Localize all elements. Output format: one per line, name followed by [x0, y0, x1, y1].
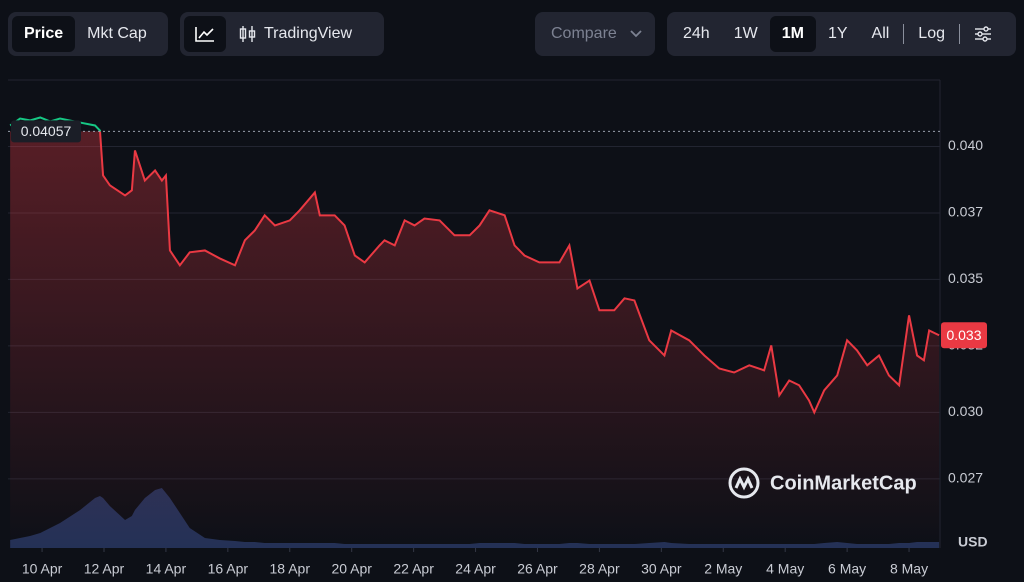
- candle-icon: [239, 26, 256, 42]
- price-area: [10, 131, 940, 548]
- x-tick-label: 6 May: [828, 561, 866, 577]
- range-button[interactable]: 1W: [733, 25, 758, 42]
- settings-button[interactable]: [962, 16, 1004, 52]
- currency-label: USD: [958, 534, 988, 550]
- price-button[interactable]: Price: [12, 16, 76, 52]
- watermark: CoinMarketCap: [728, 467, 917, 499]
- x-tick-label: 10 Apr: [22, 561, 63, 577]
- x-tick-label: 4 May: [766, 561, 804, 577]
- price-line-below: [99, 131, 940, 415]
- range-button[interactable]: All: [871, 25, 890, 42]
- mkt-cap-button[interactable]: Mkt Cap: [87, 25, 147, 42]
- reference-label: 0.04057: [21, 123, 72, 139]
- watermark-logo: [728, 467, 760, 499]
- x-tick-label: 16 Apr: [208, 561, 249, 577]
- x-tick-label: 14 Apr: [146, 561, 187, 577]
- y-tick-label: 0.030: [948, 403, 983, 419]
- y-tick-label: 0.035: [948, 270, 983, 286]
- watermark-logo-mark: [734, 475, 754, 491]
- compare-dropdown[interactable]: Compare: [535, 12, 655, 56]
- compare-label: Compare: [551, 25, 617, 42]
- reference-label-box: [11, 120, 81, 143]
- tradingview-label: TradingView: [264, 25, 353, 42]
- x-tick-label: 30 Apr: [641, 561, 682, 577]
- x-tick-label: 24 Apr: [455, 561, 496, 577]
- chart-type-toggle: Price Mkt Cap: [8, 12, 168, 56]
- chevron-icon: [630, 30, 642, 38]
- range-button[interactable]: 24h: [683, 25, 710, 42]
- y-tick-label: 0.037: [948, 204, 983, 220]
- tradingview-button[interactable]: TradingView: [226, 16, 364, 52]
- watermark-text: CoinMarketCap: [770, 472, 917, 494]
- chart-style-toggle: TradingView: [180, 12, 384, 56]
- separator: [959, 24, 960, 44]
- current-price-label: 0.033: [946, 327, 981, 343]
- range-button[interactable]: 1M: [769, 16, 816, 52]
- x-tick-label: 8 May: [890, 561, 928, 577]
- y-tick-label: 0.027: [948, 470, 983, 486]
- settings-icon: [975, 26, 991, 42]
- log-button[interactable]: Log: [918, 25, 945, 42]
- x-tick-label: 20 Apr: [331, 561, 372, 577]
- x-tick-label: 12 Apr: [84, 561, 125, 577]
- x-tick-label: 28 Apr: [579, 561, 620, 577]
- current-price-box: [941, 322, 987, 349]
- range-toggle: 24h 1W 1M 1Y All Log: [667, 12, 1016, 56]
- x-tick-label: 2 May: [704, 561, 742, 577]
- x-tick-label: 26 Apr: [517, 561, 558, 577]
- line-icon: [195, 27, 214, 42]
- separator: [903, 24, 905, 44]
- range-button[interactable]: 1Y: [827, 25, 848, 42]
- x-tick-label: 18 Apr: [270, 561, 311, 577]
- y-tick-label: 0.040: [948, 137, 983, 153]
- line-chart-button[interactable]: [184, 16, 226, 52]
- x-tick-label: 22 Apr: [393, 561, 434, 577]
